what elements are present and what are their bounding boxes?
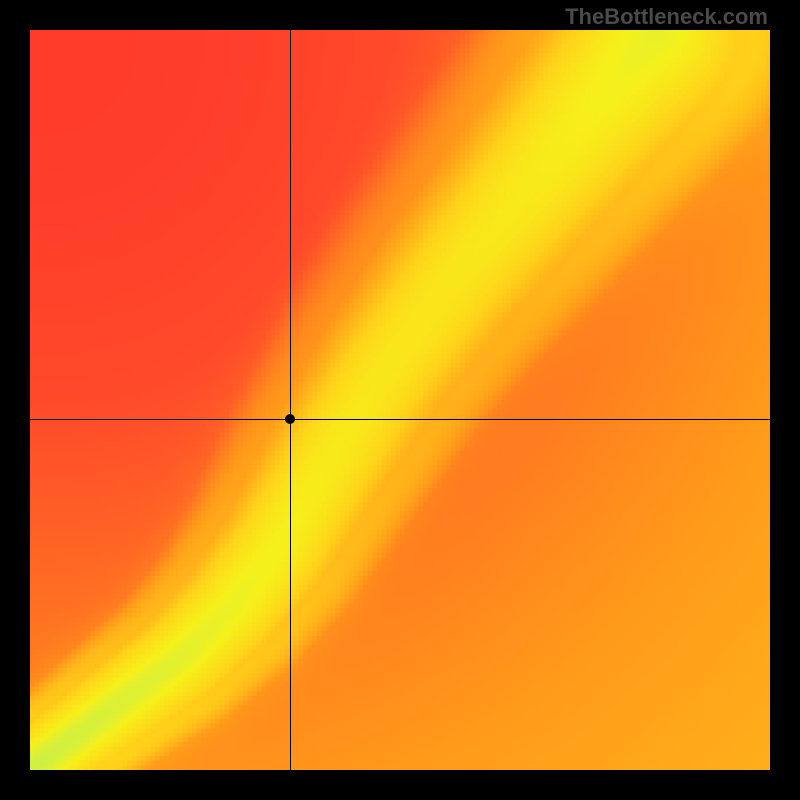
plot-area	[30, 30, 770, 770]
crosshair-vertical	[290, 30, 291, 770]
chart-container: TheBottleneck.com	[0, 0, 800, 800]
watermark-text: TheBottleneck.com	[565, 4, 768, 30]
heatmap-canvas	[30, 30, 770, 770]
marker-dot	[285, 414, 295, 424]
crosshair-horizontal	[30, 419, 770, 420]
